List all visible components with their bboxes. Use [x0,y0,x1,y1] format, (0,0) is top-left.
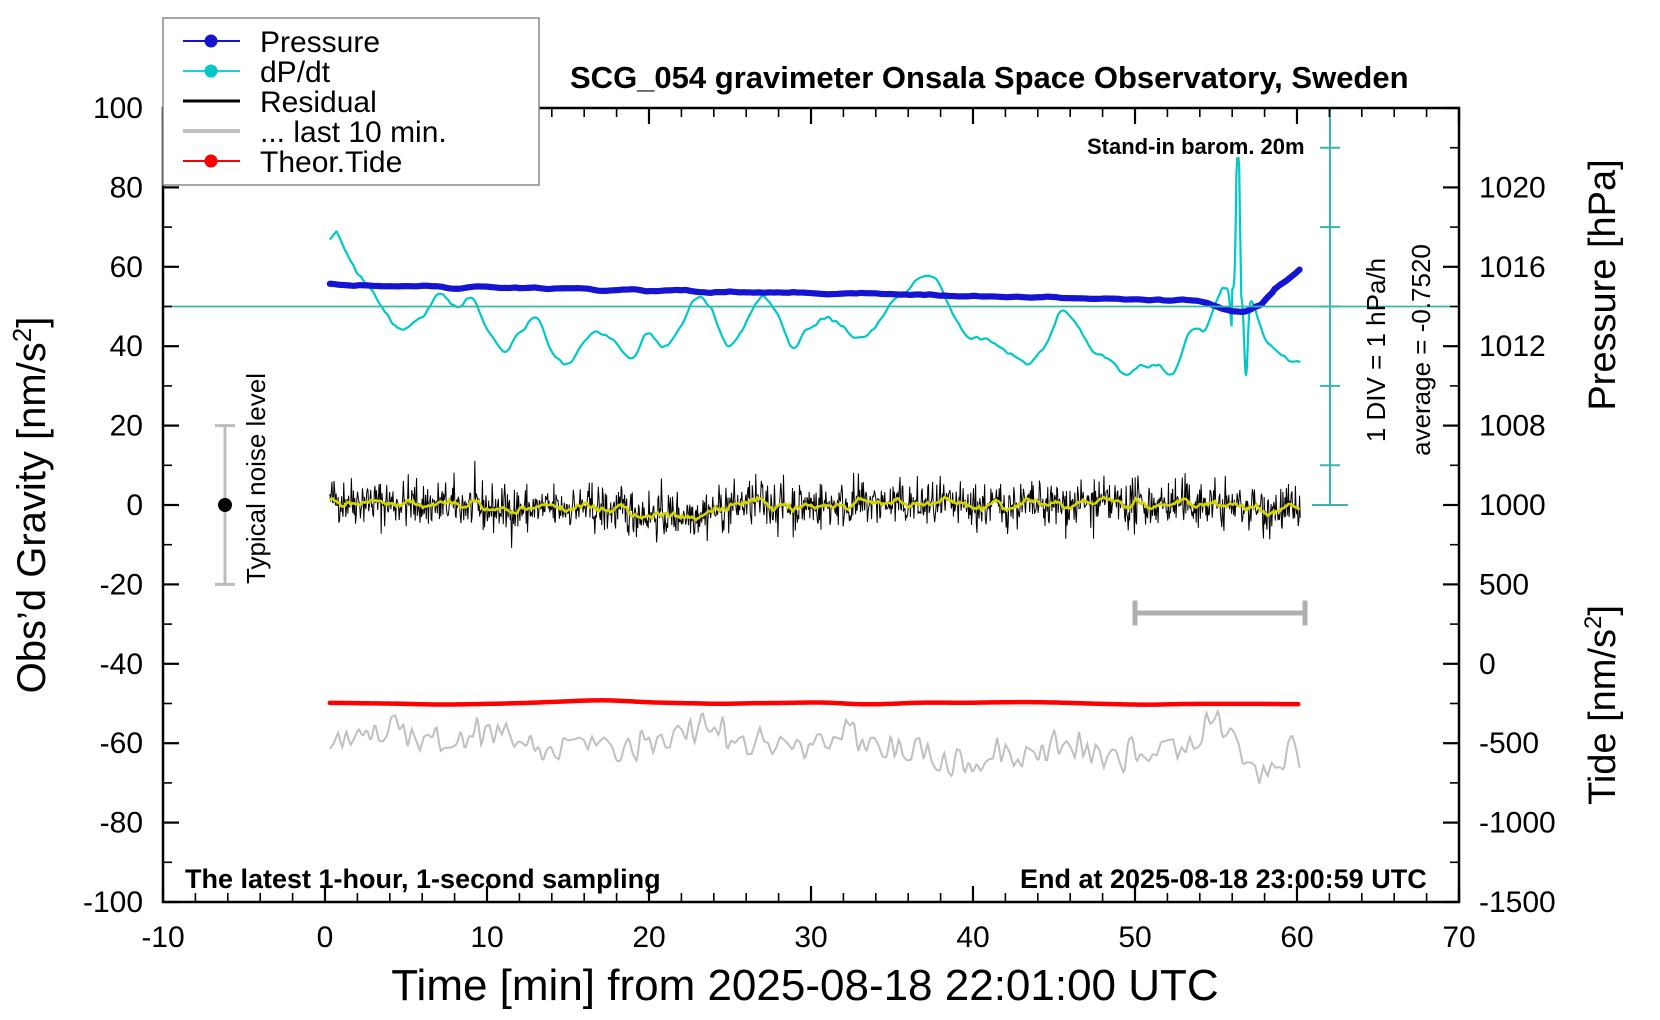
svg-text:0: 0 [317,921,334,954]
svg-text:Residual: Residual [260,86,377,119]
svg-text:0: 0 [1479,648,1496,681]
svg-text:60: 60 [1280,921,1313,954]
svg-text:-10: -10 [141,921,184,954]
svg-text:Theor.Tide: Theor.Tide [260,146,402,179]
svg-text:average = -0.7520: average = -0.7520 [1406,244,1436,456]
svg-text:60: 60 [110,251,143,284]
svg-text:Pressure: Pressure [260,26,380,59]
svg-text:-1500: -1500 [1479,886,1556,919]
svg-text:40: 40 [110,330,143,363]
svg-text:0: 0 [126,489,143,522]
svg-text:-100: -100 [83,886,143,919]
svg-text:10: 10 [470,921,503,954]
svg-text:20: 20 [110,410,143,443]
svg-text:100: 100 [93,92,143,125]
svg-text:1008: 1008 [1479,410,1546,443]
svg-text:30: 30 [794,921,827,954]
svg-text:Time [min] from 2025-08-18 22:: Time [min] from 2025-08-18 22:01:00 UTC [391,961,1218,1010]
svg-text:50: 50 [1118,921,1151,954]
svg-text:40: 40 [956,921,989,954]
svg-text:-1000: -1000 [1479,807,1556,840]
svg-text:20: 20 [632,921,665,954]
svg-text:Tide [nm/s2]: Tide [nm/s2] [1580,605,1624,805]
svg-text:-40: -40 [100,648,143,681]
svg-text:1012: 1012 [1479,330,1546,363]
svg-text:-500: -500 [1479,727,1539,760]
svg-text:-80: -80 [100,807,143,840]
svg-text:70: 70 [1442,921,1475,954]
svg-text:Typical noise level: Typical noise level [241,373,271,584]
svg-text:1000: 1000 [1479,489,1546,522]
svg-text:... last 10 min.: ... last 10 min. [260,116,447,149]
svg-text:-20: -20 [100,568,143,601]
svg-text:1 DIV = 1 hPa/h: 1 DIV = 1 hPa/h [1361,258,1391,442]
svg-text:1016: 1016 [1479,251,1546,284]
svg-text:The latest 1-hour, 1-second sa: The latest 1-hour, 1-second sampling [185,864,661,894]
svg-text:-60: -60 [100,727,143,760]
svg-text:Stand-in barom. 20m: Stand-in barom. 20m [1087,134,1305,159]
svg-text:1020: 1020 [1479,171,1546,204]
svg-text:Pressure [hPa]: Pressure [hPa] [1582,159,1624,410]
svg-text:SCG_054 gravimeter Onsala Spac: SCG_054 gravimeter Onsala Space Observat… [570,60,1409,95]
svg-text:500: 500 [1479,568,1529,601]
svg-text:End at 2025-08-18 23:00:59 UTC: End at 2025-08-18 23:00:59 UTC [1020,864,1427,894]
svg-text:Obs’d Gravity [nm/s2]: Obs’d Gravity [nm/s2] [7,317,54,694]
svg-text:80: 80 [110,171,143,204]
svg-text:dP/dt: dP/dt [260,56,331,89]
